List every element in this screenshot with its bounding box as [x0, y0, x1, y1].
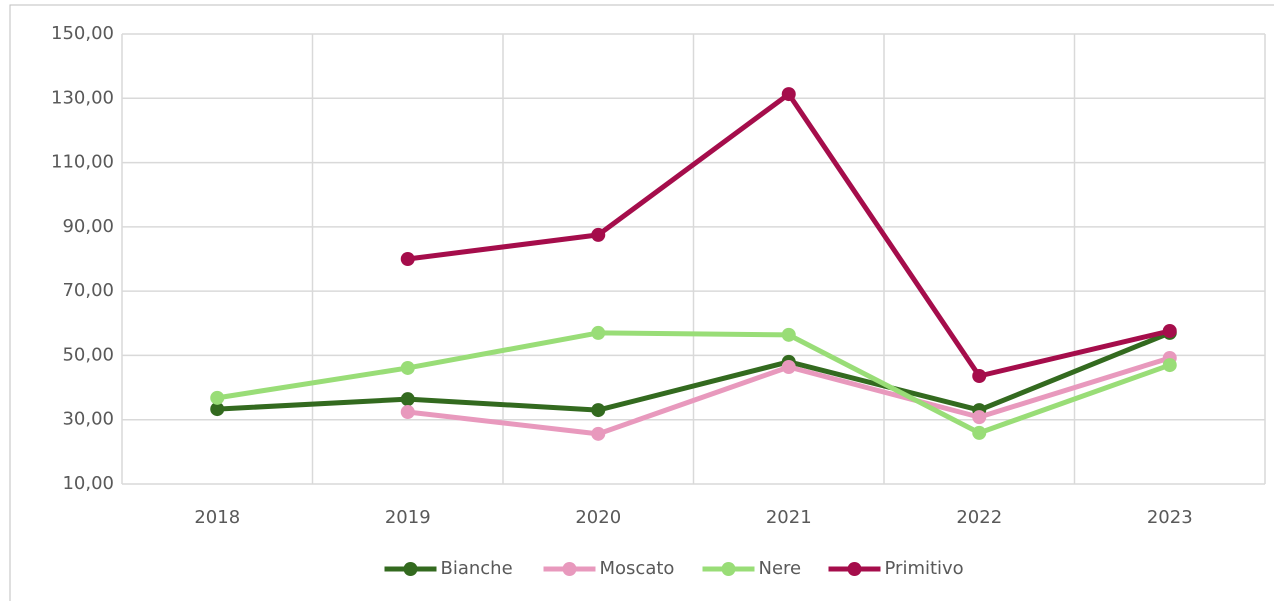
data-point [210, 402, 225, 417]
y-tick-label: 130,00 [51, 87, 114, 108]
data-point [781, 360, 796, 374]
y-tick-label: 110,00 [51, 152, 114, 173]
y-tick-label: 90,00 [62, 216, 114, 237]
legend-marker [562, 562, 577, 576]
x-tick-label: 2021 [766, 507, 812, 528]
data-point [400, 405, 415, 419]
data-point [591, 403, 606, 418]
data-point [781, 327, 796, 342]
data-point [400, 360, 415, 375]
data-point [972, 425, 987, 440]
legend-label: Moscato [600, 558, 675, 579]
x-tick-label: 2023 [1147, 507, 1193, 528]
x-tick-label: 2018 [194, 507, 240, 528]
legend-marker [847, 562, 862, 576]
legend-label: Primitivo [885, 558, 964, 579]
data-point [972, 369, 987, 383]
x-tick-label: 2019 [385, 507, 431, 528]
y-tick-label: 10,00 [62, 473, 114, 494]
y-tick-label: 30,00 [62, 409, 114, 430]
series-line [216, 330, 1171, 436]
data-point [210, 390, 225, 405]
legend-label: Nere [759, 558, 802, 579]
legend-marker [721, 562, 736, 576]
data-point [400, 252, 415, 266]
data-point [781, 87, 796, 102]
chart-border [9, 4, 1274, 601]
legend-marker [403, 562, 418, 576]
data-point [591, 227, 606, 242]
y-tick-label: 70,00 [62, 280, 114, 301]
data-point [591, 426, 606, 441]
y-tick-label: 150,00 [51, 23, 114, 44]
legend-label: Bianche [441, 558, 513, 579]
y-tick-label: 50,00 [62, 344, 114, 365]
data-point [972, 410, 987, 425]
data-point [591, 325, 606, 340]
x-tick-label: 2022 [956, 507, 1002, 528]
x-tick-label: 2020 [575, 507, 621, 528]
data-point [1162, 358, 1177, 373]
series-line [217, 330, 1171, 413]
data-point [400, 392, 415, 407]
data-point [1162, 324, 1177, 338]
